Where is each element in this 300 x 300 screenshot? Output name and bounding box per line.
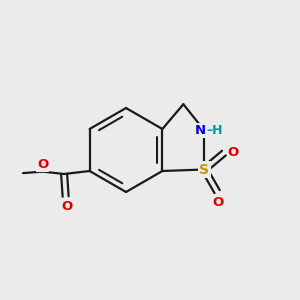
Text: O: O: [227, 146, 239, 159]
Text: –H: –H: [207, 124, 223, 137]
Text: O: O: [37, 158, 48, 171]
Text: S: S: [200, 163, 209, 176]
Text: N: N: [195, 124, 206, 137]
Text: O: O: [212, 196, 223, 209]
Text: O: O: [61, 200, 72, 213]
